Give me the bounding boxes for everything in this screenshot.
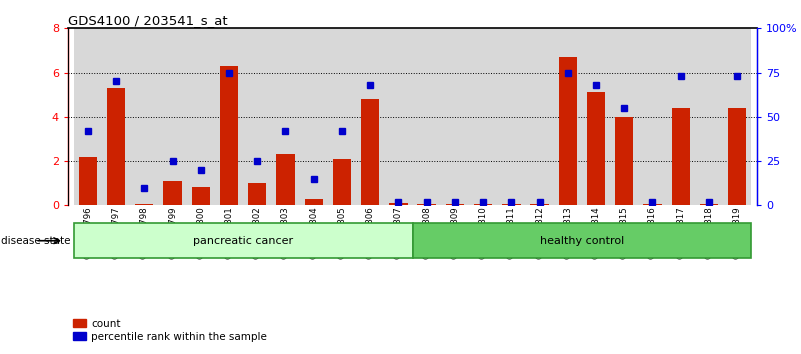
Bar [389, 203, 408, 205]
Bar [248, 183, 267, 205]
Bar [700, 204, 718, 205]
Bar [328, 28, 356, 205]
Bar [78, 156, 97, 205]
Bar [441, 28, 469, 205]
Bar [356, 28, 384, 205]
Bar [187, 28, 215, 205]
Bar [272, 28, 300, 205]
Bar [497, 28, 525, 205]
Bar [582, 28, 610, 205]
Bar [643, 204, 662, 205]
Bar [666, 28, 694, 205]
Bar [469, 28, 497, 205]
Bar [304, 199, 323, 205]
Bar [131, 28, 159, 205]
Bar [361, 99, 380, 205]
Bar [615, 117, 634, 205]
Bar [107, 88, 125, 205]
Bar [417, 204, 436, 205]
Text: GDS4100 / 203541_s_at: GDS4100 / 203541_s_at [68, 14, 227, 27]
Bar [587, 92, 606, 205]
Text: healthy control: healthy control [540, 236, 624, 246]
Bar [671, 108, 690, 205]
Bar [694, 28, 723, 205]
Bar [191, 187, 210, 205]
Bar [332, 159, 351, 205]
Bar [474, 204, 493, 205]
Bar [159, 28, 187, 205]
Bar [413, 223, 751, 258]
Bar [384, 28, 413, 205]
Text: disease state: disease state [1, 236, 70, 246]
Bar [215, 28, 244, 205]
Bar [502, 204, 521, 205]
Legend: count, percentile rank within the sample: count, percentile rank within the sample [74, 319, 267, 342]
Bar [74, 223, 413, 258]
Text: pancreatic cancer: pancreatic cancer [193, 236, 293, 246]
Bar [219, 66, 238, 205]
Bar [553, 28, 582, 205]
Bar [728, 108, 747, 205]
Bar [276, 154, 295, 205]
Bar [74, 28, 102, 205]
Bar [244, 28, 272, 205]
Bar [525, 28, 553, 205]
Bar [413, 28, 441, 205]
Bar [723, 28, 751, 205]
Bar [102, 28, 131, 205]
Bar [638, 28, 666, 205]
Bar [163, 181, 182, 205]
Bar [610, 28, 638, 205]
Bar [530, 204, 549, 205]
Bar [445, 204, 464, 205]
Bar [558, 57, 577, 205]
Bar [135, 204, 154, 205]
Bar [300, 28, 328, 205]
